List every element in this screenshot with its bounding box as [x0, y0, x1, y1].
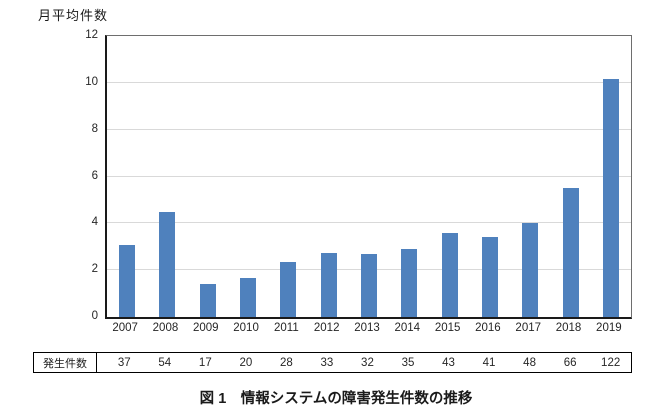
x-tick-label: 2012 — [313, 322, 340, 334]
table-value-cell: 66 — [563, 356, 577, 369]
x-tick-label: 2014 — [394, 322, 421, 334]
bar-2019 — [602, 78, 619, 317]
bar-2008 — [159, 211, 176, 317]
table-value-cell: 48 — [523, 356, 536, 369]
bar-2012 — [320, 252, 337, 317]
table-values-row: 37 54 17 20 28 33 32 35 43 41 48 66 122 — [97, 353, 631, 372]
y-axis-title: 月平均件数 — [38, 8, 109, 23]
bar-2009 — [199, 283, 216, 317]
chart-caption: 図 1 情報システムの障害発生件数の推移 — [199, 391, 473, 407]
gridline — [107, 175, 631, 177]
y-tick-label: 8 — [91, 122, 98, 135]
x-tick-label: 2016 — [475, 322, 501, 334]
table-value-cell: 43 — [442, 356, 455, 369]
y-tick-label: 6 — [91, 169, 98, 182]
bar-2011 — [280, 262, 297, 317]
x-tick-label: 2008 — [152, 322, 179, 334]
table-value-cell: 41 — [482, 356, 496, 369]
x-tick-label: 2009 — [192, 322, 219, 334]
gridline — [107, 128, 631, 130]
bar-2015 — [441, 233, 458, 317]
table-value-cell: 28 — [279, 356, 293, 369]
bar-2018 — [562, 188, 579, 317]
bar-2014 — [401, 248, 418, 317]
plot-area — [105, 35, 632, 319]
table-value-cell: 20 — [239, 356, 253, 369]
y-tick-label: 10 — [85, 75, 98, 88]
x-tick-label: 2017 — [515, 322, 542, 334]
table-value-cell: 33 — [320, 356, 334, 369]
x-tick-label: 2015 — [434, 322, 461, 334]
table-value-cell: 32 — [361, 356, 374, 369]
x-tick-label: 2013 — [354, 322, 380, 334]
table-header-cell: 発生件数 — [34, 353, 97, 372]
bar-2007 — [119, 244, 136, 317]
bar-2013 — [361, 254, 377, 317]
y-tick-label: 0 — [91, 310, 98, 322]
bar-2010 — [240, 277, 257, 317]
x-tick-label: 2019 — [596, 322, 622, 334]
bar-2016 — [481, 236, 498, 317]
bar-2017 — [522, 223, 539, 317]
x-tick-label: 2010 — [233, 322, 259, 334]
gridline — [107, 81, 631, 83]
x-tick-label: 2007 — [112, 322, 138, 334]
x-tick-label: 2018 — [555, 322, 582, 334]
table-value-cell: 54 — [158, 356, 172, 369]
y-tick-label: 4 — [91, 216, 98, 229]
table-value-cell: 17 — [198, 356, 212, 369]
data-table: 発生件数 37 54 17 20 28 33 32 35 43 41 48 66 122 — [33, 352, 632, 373]
table-value-cell: 122 — [601, 356, 621, 369]
x-tick-label: 2011 — [274, 322, 299, 334]
table-value-cell: 37 — [117, 356, 131, 369]
gridline — [107, 222, 631, 224]
y-tick-label: 2 — [91, 263, 98, 276]
y-tick-label: 12 — [85, 29, 98, 41]
table-value-cell: 35 — [401, 356, 415, 369]
